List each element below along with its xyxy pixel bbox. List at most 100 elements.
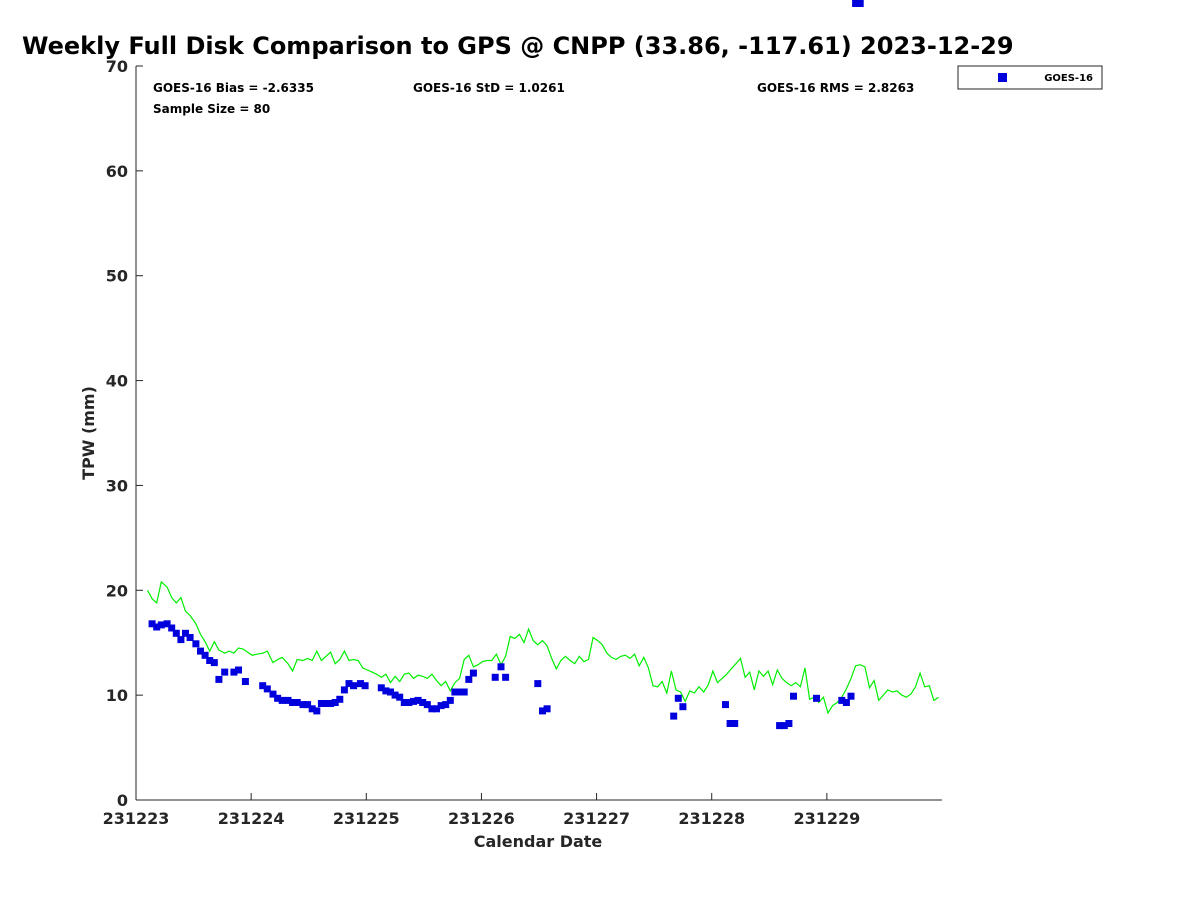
goes16-point <box>377 684 385 692</box>
rms-stat: GOES-16 RMS = 2.8263 <box>757 81 914 95</box>
goes16-point <box>726 720 734 727</box>
goes16-point <box>168 624 176 632</box>
goes16-point <box>419 699 427 706</box>
x-ticks: 231223 231224 231225 231226 231227 231228 2312… <box>103 793 860 828</box>
y-tick-label: 20 <box>106 581 128 600</box>
goes16-point <box>722 701 729 709</box>
goes16-point <box>313 707 321 715</box>
goes16-point <box>451 688 459 696</box>
goes16-point <box>274 694 282 702</box>
bias-stat: GOES-16 Bias = -2.6335 <box>153 81 314 95</box>
goes16-point <box>491 673 499 681</box>
goes16-point <box>731 720 739 727</box>
y-tick-label: 60 <box>106 162 128 181</box>
goes16-point <box>670 712 678 720</box>
goes16-point <box>345 680 353 688</box>
x-tick-label: 231224 <box>218 809 285 828</box>
goes16-point <box>163 620 171 628</box>
goes16-point <box>446 696 454 704</box>
goes16-point <box>410 697 417 705</box>
goes16-point <box>215 675 223 683</box>
goes16-point <box>192 640 200 648</box>
x-tick-label: 231228 <box>678 809 745 828</box>
goes16-point <box>327 700 335 707</box>
goes16-point <box>543 705 551 713</box>
axes <box>135 66 942 801</box>
gps-series-line <box>146 580 939 715</box>
goes16-point <box>340 686 348 694</box>
goes16-point <box>206 657 214 664</box>
goes16-point <box>177 636 185 644</box>
std-stat: GOES-16 StD = 1.0261 <box>413 81 565 95</box>
y-tick-label: 0 <box>117 791 128 810</box>
goes16-point <box>790 692 797 700</box>
y-ticks: 0 10 20 30 40 50 60 70 <box>106 57 143 810</box>
chart-title: Weekly Full Disk Comparison to GPS @ CNP… <box>22 32 1014 60</box>
goes16-point <box>182 629 189 637</box>
y-tick-label: 30 <box>106 476 128 495</box>
goes16-point <box>241 678 249 685</box>
goes16-point <box>317 700 325 707</box>
goes16-point <box>391 691 399 699</box>
goes16-point <box>336 695 344 703</box>
goes16-point <box>785 720 793 727</box>
goes16-point <box>539 707 546 715</box>
legend: GOES-16 <box>957 65 1103 90</box>
goes16-point <box>405 699 413 706</box>
goes16-point <box>382 687 390 695</box>
goes16-point <box>847 692 855 700</box>
goes16-point <box>852 0 860 7</box>
goes16-point <box>172 629 180 637</box>
goes16-point <box>456 688 464 696</box>
goes16-point <box>442 701 450 709</box>
y-axis-label: TPW (mm) <box>79 386 98 480</box>
goes16-point <box>428 705 436 713</box>
goes16-point <box>350 682 358 690</box>
goes16-point <box>186 634 194 641</box>
goes16-point <box>497 663 505 671</box>
goes16-point <box>842 699 850 706</box>
goes16-point <box>263 685 271 693</box>
goes16-point <box>299 701 307 709</box>
goes16-point <box>433 705 440 713</box>
goes16-point <box>414 696 422 704</box>
y-tick-label: 10 <box>106 686 128 705</box>
goes16-point <box>197 647 204 655</box>
goes16-point <box>322 700 330 707</box>
goes16-point <box>437 702 445 710</box>
x-axis-label: Calendar Date <box>474 832 603 851</box>
goes16-point <box>776 722 784 730</box>
goes16-point <box>201 651 209 659</box>
goes16-point <box>502 673 510 681</box>
goes16-point <box>289 699 297 706</box>
goes16-point <box>856 0 864 7</box>
goes16-point <box>235 666 242 674</box>
goes16-point <box>813 694 820 702</box>
goes16-point <box>259 682 267 690</box>
goes16-point <box>534 680 542 688</box>
goes16-point <box>423 701 431 709</box>
goes16-point <box>465 675 473 683</box>
goes16-point <box>304 701 312 709</box>
legend-box <box>957 65 1103 90</box>
goes16-point <box>269 690 277 698</box>
goes16-point <box>153 623 161 631</box>
goes16-point <box>230 668 238 676</box>
goes16-point <box>838 696 846 704</box>
goes16-point <box>460 688 468 696</box>
goes16-point <box>221 668 229 676</box>
goes16-point <box>293 699 301 706</box>
goes16-point <box>148 620 156 628</box>
x-tick-label: 231229 <box>793 809 860 828</box>
goes16-point <box>278 696 286 704</box>
goes16-point <box>331 699 339 706</box>
goes16-point <box>469 669 477 677</box>
x-tick-label: 231225 <box>333 809 400 828</box>
x-tick-label: 231227 <box>563 809 630 828</box>
goes16-point <box>400 699 408 706</box>
y-tick-label: 50 <box>106 267 128 286</box>
legend-label-goes16: GOES-16 <box>1044 73 1093 84</box>
x-tick-label: 231223 <box>103 809 170 828</box>
goes16-point <box>674 694 682 702</box>
